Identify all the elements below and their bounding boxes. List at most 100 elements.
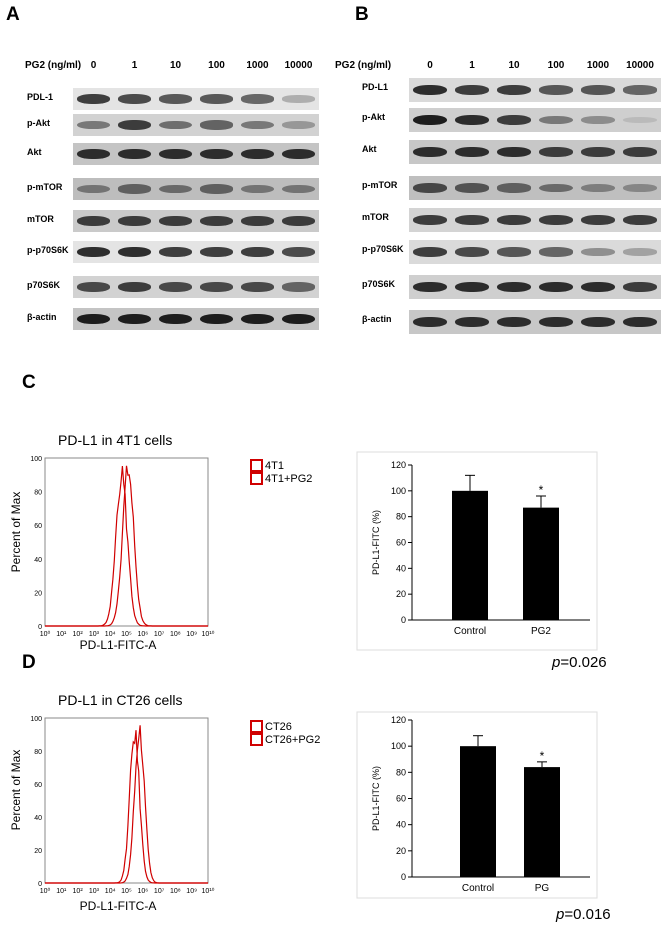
blot-band [455, 183, 489, 193]
blot-row-label: β-actin [362, 314, 392, 324]
blot-band [159, 94, 192, 104]
dose-value: 10 [169, 60, 182, 71]
blot-band [623, 316, 657, 328]
blot-band [539, 183, 573, 193]
blot-band [413, 183, 447, 193]
dose-value: 1 [469, 60, 475, 71]
histogram-xtick-label: 10⁰ [40, 630, 51, 638]
blot-row-label: p-p70S6K [362, 244, 404, 254]
blot-band [200, 120, 233, 130]
blot-band [200, 184, 233, 194]
blot-band [241, 120, 274, 130]
blot-band [241, 282, 274, 292]
legend-swatch-icon [250, 459, 263, 472]
legend-swatch-icon [250, 733, 263, 746]
histogram-xtick-label: 10² [73, 888, 84, 895]
histogram-xtick-label: 10⁶ [137, 631, 148, 638]
dose-value: 10000 [626, 60, 654, 71]
histogram-curve [45, 725, 208, 884]
blot-row-label: p-mTOR [27, 182, 63, 192]
histogram-frame-d [44, 717, 209, 884]
histogram-ylabel-d: Percent of Max [9, 750, 23, 831]
dose-axis-label-a: PG2 (ng/ml) [25, 60, 82, 71]
significance-star: * [540, 749, 545, 763]
blot-band [241, 148, 274, 160]
dose-value: 10000 [284, 60, 313, 71]
blot-row-label: PDL-1 [27, 92, 54, 102]
blot-band [241, 215, 274, 227]
blot-row-label: PD-L1 [362, 82, 389, 92]
bar-chart-frame [356, 711, 598, 899]
histogram-xtick-label: 10⁹ [186, 888, 197, 895]
blot-strip [409, 310, 661, 334]
histogram-ylabel-c: Percent of Max [9, 492, 23, 573]
y-tick-label: 20 [396, 846, 406, 856]
blot-band [282, 121, 315, 129]
bar-chart-frame [356, 451, 598, 651]
blot-band [118, 148, 151, 160]
histogram-ytick-label: 80 [34, 749, 42, 756]
y-tick-label: 80 [396, 767, 406, 777]
dose-value: 1000 [586, 60, 610, 71]
blot-band [539, 146, 573, 158]
y-tick-label: 120 [391, 460, 406, 470]
histogram-frame-c [44, 457, 209, 627]
histogram-curve [45, 466, 208, 627]
histogram-curve [45, 730, 208, 884]
histogram-ytick-label: 40 [34, 557, 42, 564]
blot-band [159, 282, 192, 292]
y-tick-label: 60 [396, 538, 406, 548]
bar [452, 490, 488, 620]
blot-band [413, 214, 447, 226]
blot-band [539, 214, 573, 226]
blot-band [539, 115, 573, 125]
histogram-ytick-label: 60 [34, 523, 42, 530]
blot-band [497, 281, 531, 293]
dose-value: 1 [131, 60, 138, 71]
blot-band [623, 146, 657, 158]
blot-band [118, 281, 151, 293]
category-label: Control [462, 883, 494, 894]
blot-band [159, 246, 192, 258]
blot-band [455, 114, 489, 126]
blot-row-label: p-p70S6K [27, 245, 69, 255]
bar-chart-ylabel: PD-L1-FITC (%) [371, 766, 381, 831]
blot-band [539, 281, 573, 293]
y-tick-label: 80 [396, 512, 406, 522]
blot-band [77, 120, 110, 130]
histogram-ytick-label: 20 [34, 590, 42, 597]
bar-chart-c: 0 20 40 60 80 100 120 PD-L1-FITC (%) Control * PG2 [356, 451, 598, 651]
histogram-xlabel-c: PD-L1-FITC-A [80, 638, 157, 652]
blot-band [77, 148, 110, 160]
bar [460, 746, 496, 877]
blot-band [539, 247, 573, 257]
blot-band [200, 246, 233, 258]
histogram-xtick-label: 10⁶ [137, 888, 148, 895]
blot-strip [73, 178, 319, 200]
blot-band [497, 114, 531, 126]
blot-strip [409, 275, 661, 299]
blot-row-label: p70S6K [362, 279, 396, 289]
legend-item-control-c: 4T1 [250, 459, 312, 472]
blot-band [282, 184, 315, 194]
blot-band [581, 116, 615, 124]
dose-value: 0 [427, 60, 433, 71]
y-tick-label: 60 [396, 794, 406, 804]
legend-item-control-d: CT26 [250, 720, 320, 733]
blot-band [118, 184, 151, 194]
p-value-d: p=0.016 [556, 906, 611, 923]
blot-band [413, 146, 447, 158]
blot-band [282, 247, 315, 257]
blot-band [581, 316, 615, 328]
histogram-title-d: PD-L1 in CT26 cells [58, 692, 183, 708]
bar [523, 507, 559, 620]
blot-strip [73, 143, 319, 165]
blot-band [413, 246, 447, 258]
blot-row-label: mTOR [362, 212, 389, 222]
y-tick-label: 40 [396, 563, 406, 573]
y-tick-label: 100 [391, 741, 406, 751]
blot-strip [409, 176, 661, 200]
blot-band [497, 84, 531, 96]
histogram-xtick-label: 10⁷ [154, 888, 165, 895]
blot-strip [409, 140, 661, 164]
